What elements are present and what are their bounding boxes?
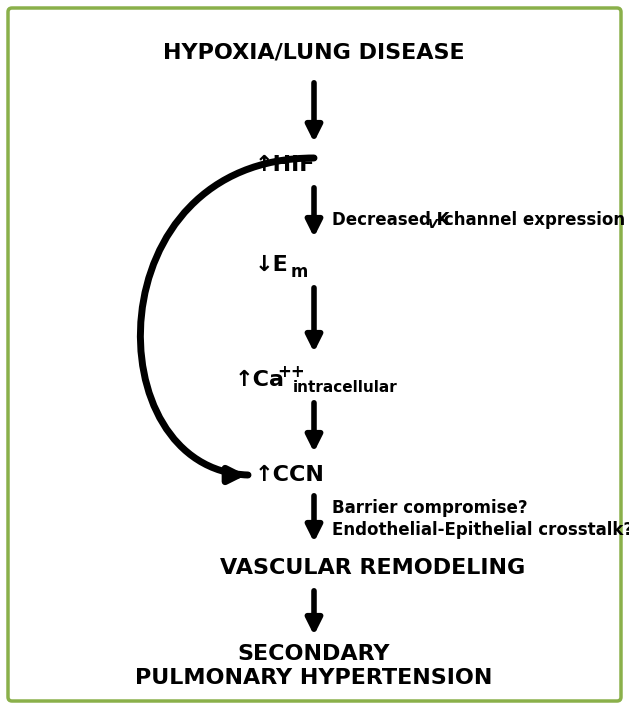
Text: VASCULAR REMODELING: VASCULAR REMODELING xyxy=(220,558,525,578)
Text: ↑Ca: ↑Ca xyxy=(235,370,285,390)
Text: Decreased K: Decreased K xyxy=(332,211,450,229)
Text: m: m xyxy=(291,263,308,281)
Text: ↑CCN: ↑CCN xyxy=(255,465,325,485)
Text: ↓E: ↓E xyxy=(255,255,289,275)
Text: SECONDARY
PULMONARY HYPERTENSION: SECONDARY PULMONARY HYPERTENSION xyxy=(135,644,493,688)
Text: ↑HIF: ↑HIF xyxy=(255,155,315,175)
Text: HYPOXIA/LUNG DISEASE: HYPOXIA/LUNG DISEASE xyxy=(163,42,465,62)
Text: Barrier compromise?: Barrier compromise? xyxy=(332,499,528,517)
Text: ++: ++ xyxy=(277,363,304,381)
Text: intracellular: intracellular xyxy=(293,379,398,394)
Text: Endothelial-Epithelial crosstalk?: Endothelial-Epithelial crosstalk? xyxy=(332,521,629,539)
FancyBboxPatch shape xyxy=(8,8,621,701)
Text: V: V xyxy=(427,218,437,232)
Text: -channel expression: -channel expression xyxy=(437,211,625,229)
